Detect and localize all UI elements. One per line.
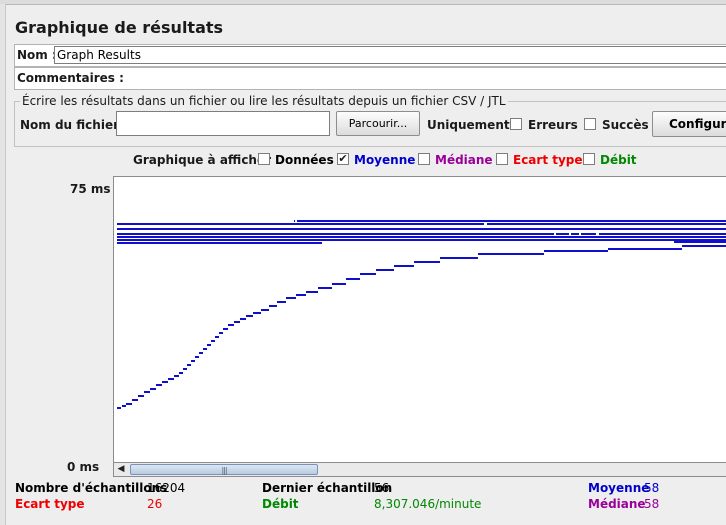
data-option-label: Données	[275, 153, 334, 167]
average-line-gaps	[120, 220, 599, 407]
throughput-value: 8,307.046/minute	[374, 497, 482, 511]
average-history-lines	[117, 220, 726, 244]
filename-label: Nom du fichier :	[20, 118, 128, 132]
average-option-label: Moyenne	[354, 153, 416, 167]
median-value: 58	[644, 497, 660, 511]
success-label: Succès	[602, 118, 649, 132]
last-sample-value: 56	[374, 481, 390, 495]
scroll-left-icon[interactable]: ◀	[117, 464, 125, 474]
deviation-value: 26	[147, 497, 163, 511]
deviation-checkbox[interactable]	[496, 153, 508, 165]
name-field[interactable]: Graph Results	[54, 46, 726, 64]
graph-area	[113, 176, 726, 464]
median-label: Médiane	[588, 497, 646, 511]
file-section-legend: Écrire les résultats dans un fichier ou …	[20, 94, 508, 108]
deviation-option-label: Ecart type	[513, 153, 583, 167]
average-series	[117, 220, 726, 409]
grip-icon: |||	[221, 466, 227, 475]
comments-row	[14, 67, 726, 90]
comments-field[interactable]	[110, 68, 726, 87]
median-checkbox[interactable]	[418, 153, 430, 165]
throughput-checkbox[interactable]	[583, 153, 595, 165]
median-option-label: Médiane	[435, 153, 493, 167]
samples-value: 16204	[147, 481, 186, 495]
name-label: Nom :	[17, 48, 57, 62]
horizontal-scrollbar[interactable]: ◀ |||	[113, 462, 726, 477]
configure-button[interactable]: Configurer	[652, 111, 726, 137]
panel-title: Graphique de résultats	[15, 18, 224, 37]
browse-button[interactable]: Parcourir...	[336, 111, 420, 136]
throughput-option-label: Débit	[600, 153, 637, 167]
average-checkbox[interactable]: ✔	[337, 153, 349, 165]
filename-input[interactable]	[116, 111, 330, 136]
data-checkbox[interactable]	[258, 153, 270, 165]
window-top-strip	[0, 0, 726, 5]
display-label: Graphique à afficher	[133, 153, 272, 167]
samples-label: Nombre d'échantillons	[15, 481, 168, 495]
success-checkbox[interactable]	[584, 118, 596, 130]
scrollbar-thumb[interactable]: |||	[130, 464, 318, 475]
errors-label: Erreurs	[528, 118, 578, 132]
average-value: 58	[644, 481, 660, 495]
deviation-label: Ecart type	[15, 497, 85, 511]
only-label: Uniquement :	[427, 118, 519, 132]
comments-label: Commentaires :	[17, 71, 124, 85]
y-axis-min-label: 0 ms	[67, 460, 100, 474]
last-sample-label: Dernier échantillon	[262, 481, 393, 495]
throughput-label: Débit	[262, 497, 299, 511]
y-axis-max-label: 75 ms	[70, 182, 111, 196]
average-curve	[117, 245, 726, 409]
average-label: Moyenne	[588, 481, 650, 495]
checkmark-icon: ✔	[338, 152, 348, 165]
tree-panel-edge	[0, 4, 6, 525]
errors-checkbox[interactable]	[510, 118, 522, 130]
